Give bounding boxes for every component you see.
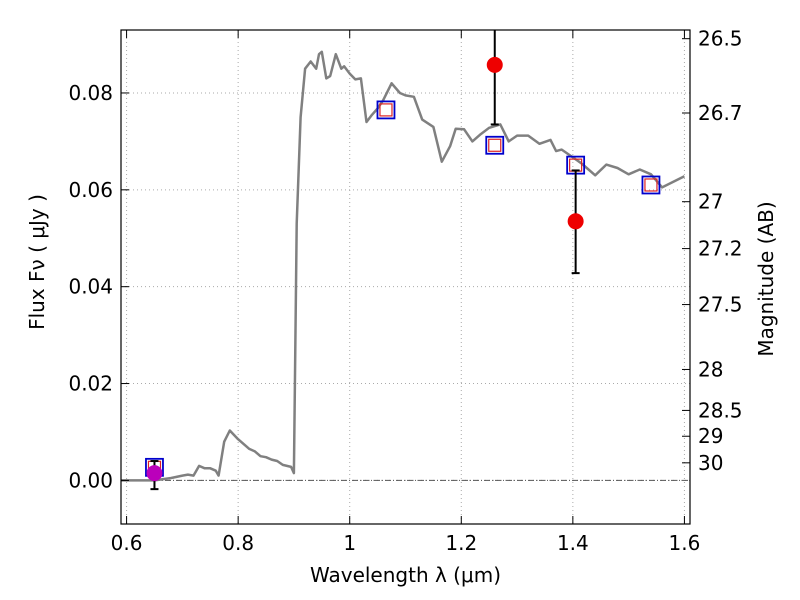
right-tick-label: 27.2 <box>698 237 743 261</box>
plot-area <box>121 30 685 491</box>
right-tick-label: 30 <box>698 451 723 475</box>
observed-point <box>567 213 584 230</box>
y-tick-label: 0.04 <box>68 275 113 299</box>
x-tick-label: 1.4 <box>557 531 589 555</box>
x-tick-label: 1.6 <box>669 531 701 555</box>
model-point <box>376 100 396 120</box>
right-tick-label: 26.5 <box>698 27 743 51</box>
y-axis-right-label: Magnitude (AB) <box>754 201 778 356</box>
right-tick-label: 28.5 <box>698 398 743 422</box>
template-sed-line <box>121 50 685 482</box>
right-tick-label: 29 <box>698 424 723 448</box>
right-tick-label: 27.5 <box>698 293 743 317</box>
x-tick-label: 0.6 <box>111 531 143 555</box>
model-point-inner <box>379 103 393 117</box>
axis-ticks: 0.6 0.8 1 1.2 1.4 1.6 0.00 0.02 0.04 0.06 0.08 26.5… <box>68 27 742 555</box>
x-tick-label: 0.8 <box>222 531 254 555</box>
observed-point <box>146 465 163 482</box>
right-tick-label: 26.7 <box>698 101 743 125</box>
observed-point <box>486 56 503 73</box>
grid <box>121 30 690 524</box>
y-tick-label: 0.00 <box>68 468 113 492</box>
model-point-inner <box>488 138 502 152</box>
right-tick-label: 28 <box>698 357 723 381</box>
model-point <box>641 175 661 195</box>
x-tick-label: 1 <box>343 531 356 555</box>
y-tick-label: 0.06 <box>68 178 113 202</box>
x-tick-label: 1.2 <box>445 531 477 555</box>
plot-frame <box>120 29 691 525</box>
y-tick-label: 0.08 <box>68 81 113 105</box>
y-axis-label: Flux Fν ( μJy ) <box>25 194 49 330</box>
model-point <box>485 135 505 155</box>
model-point-inner <box>644 178 658 192</box>
y-tick-label: 0.02 <box>68 372 113 396</box>
right-tick-label: 27 <box>698 190 723 214</box>
x-axis-label: Wavelength λ (μm) <box>310 563 501 587</box>
